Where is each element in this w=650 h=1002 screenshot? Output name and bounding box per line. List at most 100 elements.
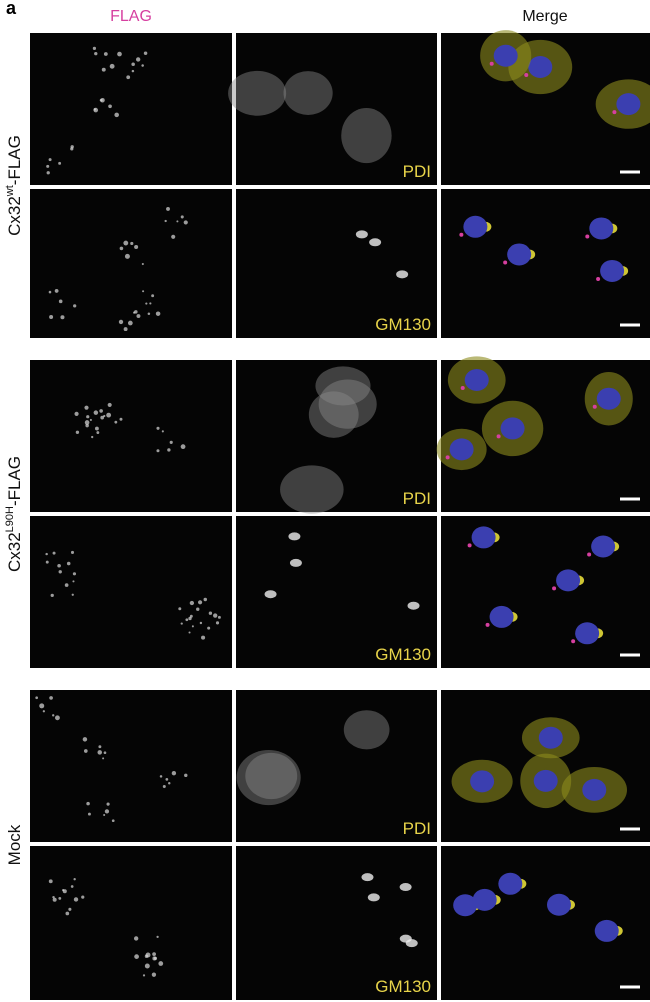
- puncta: [131, 69, 135, 73]
- puncta: [101, 67, 106, 72]
- puncta: [136, 57, 141, 62]
- puncta: [73, 878, 76, 881]
- micrograph: [441, 690, 650, 842]
- micrograph: [441, 30, 650, 185]
- puncta: [49, 696, 53, 700]
- column-header: FLAG: [110, 8, 152, 25]
- golgi: [361, 873, 374, 882]
- puncta: [183, 220, 188, 225]
- puncta: [58, 161, 62, 165]
- cell: [318, 379, 377, 429]
- puncta: [123, 240, 129, 246]
- row-label: Cx32wt-FLAG: [4, 135, 24, 236]
- puncta: [93, 410, 99, 415]
- golgi: [405, 939, 418, 948]
- puncta: [84, 420, 90, 425]
- panel-label: a: [6, 0, 17, 18]
- image-background: [30, 846, 232, 1000]
- puncta: [103, 751, 107, 755]
- puncta: [103, 52, 108, 56]
- puncta: [571, 639, 576, 644]
- micrograph: GM130: [236, 846, 437, 1000]
- marker-label: GM130: [375, 977, 431, 996]
- puncta: [207, 626, 211, 630]
- golgi: [399, 883, 412, 892]
- puncta: [168, 782, 171, 785]
- micrograph: [30, 360, 232, 512]
- puncta: [142, 290, 145, 293]
- nucleus: [538, 726, 563, 749]
- nucleus: [616, 93, 641, 116]
- nucleus: [471, 526, 496, 549]
- micrograph: PDI: [236, 360, 437, 514]
- nucleus: [589, 217, 614, 240]
- puncta: [217, 615, 221, 619]
- micrograph: [441, 516, 650, 668]
- puncta: [39, 703, 45, 709]
- row-label: Mock: [5, 824, 24, 865]
- puncta: [156, 935, 159, 939]
- row-label-superscript: wt: [4, 185, 16, 197]
- puncta: [114, 112, 119, 118]
- nucleus: [575, 622, 600, 645]
- puncta: [191, 625, 194, 628]
- golgi: [288, 532, 301, 541]
- puncta: [185, 618, 189, 622]
- puncta: [587, 552, 592, 557]
- puncta: [111, 819, 115, 823]
- nucleus: [556, 569, 581, 592]
- puncta: [66, 561, 71, 566]
- puncta: [152, 956, 157, 961]
- row-label: Cx32L90H-FLAG: [4, 456, 24, 572]
- puncta: [171, 771, 177, 776]
- puncta: [48, 290, 52, 294]
- puncta: [161, 430, 164, 433]
- image-background: [30, 33, 232, 185]
- micrograph: PDI: [228, 33, 437, 185]
- puncta: [98, 745, 102, 749]
- nucleus: [528, 56, 553, 79]
- puncta: [467, 543, 472, 548]
- puncta: [143, 51, 148, 55]
- puncta: [84, 405, 89, 410]
- puncta: [114, 420, 118, 424]
- nucleus: [498, 872, 523, 895]
- puncta: [188, 616, 192, 621]
- puncta: [58, 896, 62, 900]
- puncta: [165, 778, 169, 781]
- puncta: [62, 888, 65, 892]
- puncta: [199, 621, 203, 625]
- puncta: [89, 418, 92, 421]
- golgi: [407, 601, 420, 610]
- nucleus: [463, 215, 488, 238]
- micrograph: GM130: [236, 189, 437, 338]
- puncta: [203, 597, 208, 602]
- puncta: [141, 262, 144, 266]
- marker-label: PDI: [403, 162, 431, 181]
- nucleus: [594, 919, 619, 942]
- puncta: [201, 635, 206, 640]
- row-label-base: Cx32: [5, 532, 24, 572]
- puncta: [70, 885, 74, 888]
- nucleus: [582, 778, 607, 801]
- puncta: [208, 611, 213, 615]
- puncta: [108, 104, 112, 109]
- puncta: [94, 51, 98, 56]
- puncta: [68, 907, 72, 911]
- cell: [280, 465, 344, 514]
- puncta: [93, 107, 99, 113]
- puncta: [130, 241, 134, 246]
- image-background: [236, 846, 437, 1000]
- nucleus: [507, 243, 532, 266]
- puncta: [70, 147, 74, 151]
- puncta: [196, 607, 200, 611]
- puncta: [57, 563, 61, 568]
- golgi: [367, 893, 380, 902]
- micrograph: [30, 846, 232, 1000]
- puncta: [48, 879, 53, 884]
- puncta: [54, 289, 59, 293]
- micrograph: [30, 516, 232, 668]
- micrograph: [30, 690, 232, 842]
- puncta: [85, 423, 89, 428]
